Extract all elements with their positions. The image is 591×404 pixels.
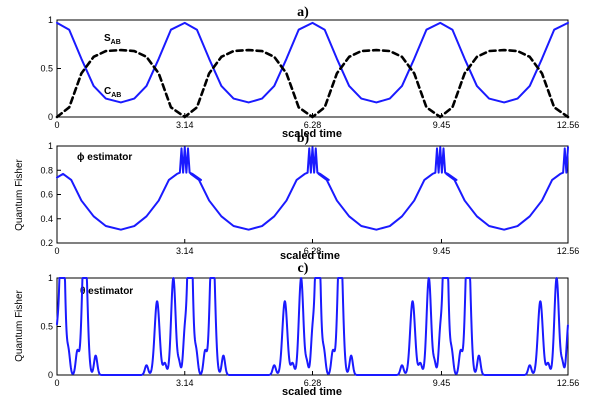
panel-a-axes-frame [56, 19, 569, 118]
panel-b-ticks: 0 3.14 6.28 9.45 12.56 0.2 0.4 0.6 0.8 1 [40, 141, 579, 256]
panel-b-label: b) [297, 131, 310, 146]
panel-b-series [56, 146, 569, 231]
panel-a-ticks: 0 3.14 6.28 9.45 12.56 0 0.5 1 [40, 15, 579, 130]
panel-c-xlabel: scaled time [282, 386, 342, 398]
panel-a-series [55, 21, 570, 119]
panel-b-xlabel: scaled time [280, 250, 340, 262]
panel-b-ytick-label-4: 1 [48, 141, 53, 151]
panel-c-xtick-label-4: 12.56 [557, 378, 580, 388]
panel-c-xtick-label-3: 9.45 [433, 378, 451, 388]
annotation-s-main: S [104, 33, 111, 44]
panel-a-xlabel: scaled time [282, 128, 342, 140]
panel-b-annotation: ϕ estimator [77, 152, 132, 163]
panel-c-series-line-0 [56, 277, 569, 376]
panel-c-annotation: θ estimator [80, 286, 133, 297]
panel-a-xtick-label-4: 12.56 [557, 120, 580, 130]
panel-a-xtick-label-2: 6.28 [304, 120, 322, 130]
panel-b: b) scaled time Quantum Fisher ϕ estimato… [14, 131, 579, 262]
panel-a-label: a) [297, 5, 309, 20]
panel-c-label: c) [298, 261, 309, 276]
panel-b-ylabel: Quantum Fisher [14, 158, 25, 230]
panel-a-xtick-label-1: 3.14 [176, 120, 194, 130]
panel-a: a) scaled time SAB CAB 0 3.14 6.28 9.45 12.5… [40, 5, 579, 140]
panel-b-ytick-label-1: 0.4 [40, 214, 53, 224]
panel-a-series-line-0 [56, 21, 569, 104]
panel-c-xtick-label-2: 6.28 [304, 378, 322, 388]
panel-a-annotation-s-ab: SAB [104, 33, 121, 46]
panel-b-ytick-label-0: 0.2 [40, 238, 53, 248]
panel-b-xtick-label-2: 6.28 [304, 246, 322, 256]
panel-b-xtick-label-0: 0 [54, 246, 59, 256]
panel-b-xtick-label-4: 12.56 [557, 246, 580, 256]
annotation-c-sub: AB [111, 92, 121, 99]
panel-b-ytick-label-3: 0.8 [40, 165, 53, 175]
panel-c: c) scaled time Quantum Fisher θ estimato… [14, 261, 579, 398]
panel-a-xtick-label-3: 9.45 [433, 120, 451, 130]
panel-b-ytick-label-2: 0.6 [40, 190, 53, 200]
panel-c-ylabel: Quantum Fisher [14, 289, 25, 361]
panel-a-series-line-1 [55, 48, 570, 119]
annotation-s-sub: AB [111, 39, 121, 46]
panel-a-annotation-c-ab: CAB [104, 86, 121, 99]
panel-a-xtick-label-0: 0 [54, 120, 59, 130]
panel-a-ytick-label-2: 1 [48, 15, 53, 25]
panel-a-ytick-label-0: 0 [48, 112, 53, 122]
panel-c-ticks: 0 3.14 6.28 9.45 12.56 0 0.5 1 [40, 273, 579, 388]
panel-b-xtick-label-1: 3.14 [176, 246, 194, 256]
panel-c-ytick-label-0: 0 [48, 370, 53, 380]
panel-b-series-line-0 [56, 146, 569, 231]
panel-c-xtick-label-1: 3.14 [176, 378, 194, 388]
annotation-c-main: C [104, 86, 111, 97]
panel-a-ytick-label-1: 0.5 [40, 64, 53, 74]
panel-c-xtick-label-0: 0 [54, 378, 59, 388]
panel-c-series [56, 277, 569, 376]
panel-b-xtick-label-3: 9.45 [433, 246, 451, 256]
panel-c-ytick-label-1: 0.5 [40, 322, 53, 332]
panel-c-ytick-label-2: 1 [48, 273, 53, 283]
